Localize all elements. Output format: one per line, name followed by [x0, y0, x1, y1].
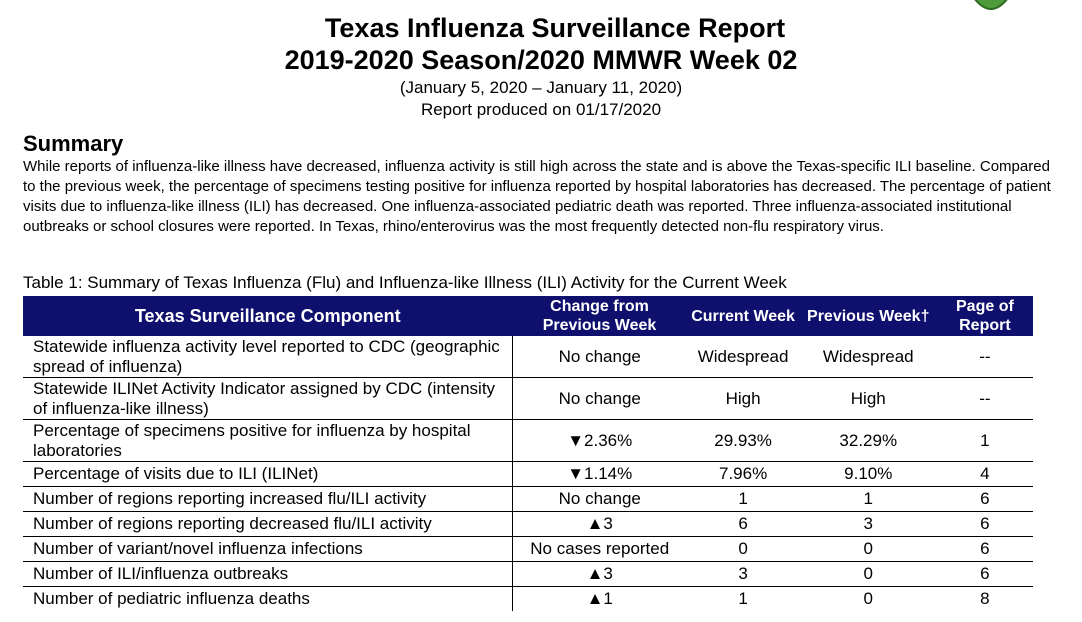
table-header-row: Texas Surveillance Component Change from…: [23, 296, 1033, 336]
cell-previous: 32.29%: [799, 419, 937, 462]
table-row: Number of regions reporting increased fl…: [23, 486, 1033, 512]
cell-previous: 0: [799, 536, 937, 562]
agency-logo: [974, 0, 1008, 10]
cell-component: Percentage of specimens positive for inf…: [23, 419, 514, 462]
cell-component: Statewide influenza activity level repor…: [23, 336, 514, 378]
table-row: Number of variant/novel influenza infect…: [23, 536, 1033, 562]
summary-paragraph: While reports of influenza-like illness …: [23, 158, 1051, 235]
cell-change: ▲3: [512, 511, 687, 537]
cell-page: --: [936, 336, 1033, 378]
cell-previous: 0: [863, 589, 873, 608]
cell-current: 1: [686, 486, 800, 512]
cell-previous: 0: [799, 561, 937, 587]
table-row: Number of ILI/influenza outbreaks ▲3 3 0…: [23, 561, 1033, 587]
summary-heading: Summary: [23, 131, 124, 156]
report-title: Texas Influenza Surveillance Report: [324, 13, 786, 43]
cell-component: Number of regions reporting decreased fl…: [23, 511, 514, 537]
cell-previous: Widespread: [799, 336, 937, 378]
header-page: Page of Report: [936, 296, 1033, 336]
cell-change: No change: [512, 486, 687, 512]
table-row: Percentage of visits due to ILI (ILINet)…: [23, 461, 1033, 487]
cell-change: ▲3: [512, 561, 687, 587]
cell-change: ▼2.36%: [512, 419, 687, 462]
cell-change: ▼1.14%: [512, 461, 687, 487]
cell-change: No change: [512, 377, 687, 420]
header-current: Current Week: [686, 296, 800, 336]
cell-current: 6: [686, 511, 800, 537]
cell-previous: 3: [799, 511, 937, 537]
surveillance-summary-table: Texas Surveillance Component Change from…: [23, 296, 1033, 611]
report-season-week: 2019-2020 Season/2020 MMWR Week 02: [284, 45, 798, 75]
cell-current: 7.96%: [686, 461, 800, 487]
cell-component: Percentage of visits due to ILI (ILINet): [23, 461, 514, 487]
cell-current: Widespread: [686, 336, 800, 378]
table-row: Statewide influenza activity level repor…: [23, 336, 1033, 378]
table-row: Percentage of specimens positive for inf…: [23, 419, 1033, 462]
cell-page: 6: [936, 511, 1033, 537]
table-row: Statewide ILINet Activity Indicator assi…: [23, 377, 1033, 420]
cell-component: Number of variant/novel influenza infect…: [23, 536, 514, 562]
cell-component: Number of ILI/influenza outbreaks: [23, 561, 514, 587]
report-produced-date: Report produced on 01/17/2020: [420, 100, 662, 119]
cell-change: No change: [512, 336, 687, 378]
cell-previous: 9.10%: [799, 461, 937, 487]
cell-current: 29.93%: [686, 419, 800, 462]
header-component: Texas Surveillance Component: [23, 296, 513, 336]
cell-page: 6: [936, 561, 1033, 587]
cell-change: No cases reported: [512, 536, 687, 562]
table-caption: Table 1: Summary of Texas Influenza (Flu…: [23, 273, 787, 292]
report-date-range: (January 5, 2020 – January 11, 2020): [399, 78, 683, 97]
cell-change: ▲1: [586, 589, 613, 608]
cell-current: High: [686, 377, 800, 420]
cell-page: 1: [936, 419, 1033, 462]
table-row: Number of pediatric influenza deaths ▲1 …: [23, 586, 1033, 611]
cell-page: 6: [936, 486, 1033, 512]
cell-current: 0: [686, 536, 800, 562]
cell-page: 4: [936, 461, 1033, 487]
cell-page: 8: [980, 589, 990, 608]
report-header: Texas Influenza Surveillance Report 2019…: [0, 12, 1082, 120]
cell-previous: 1: [799, 486, 937, 512]
cell-component: Statewide ILINet Activity Indicator assi…: [23, 377, 514, 420]
cell-previous: High: [799, 377, 937, 420]
table-row: Number of regions reporting decreased fl…: [23, 511, 1033, 537]
cell-component: Number of regions reporting increased fl…: [23, 486, 514, 512]
header-change: Change from Previous Week: [512, 296, 687, 336]
cell-current: 3: [686, 561, 800, 587]
cell-component: Number of pediatric influenza deaths: [23, 586, 514, 611]
cell-current: 1: [738, 589, 748, 608]
header-previous: Previous Week†: [799, 296, 937, 336]
cell-page: --: [936, 377, 1033, 420]
cell-page: 6: [936, 536, 1033, 562]
